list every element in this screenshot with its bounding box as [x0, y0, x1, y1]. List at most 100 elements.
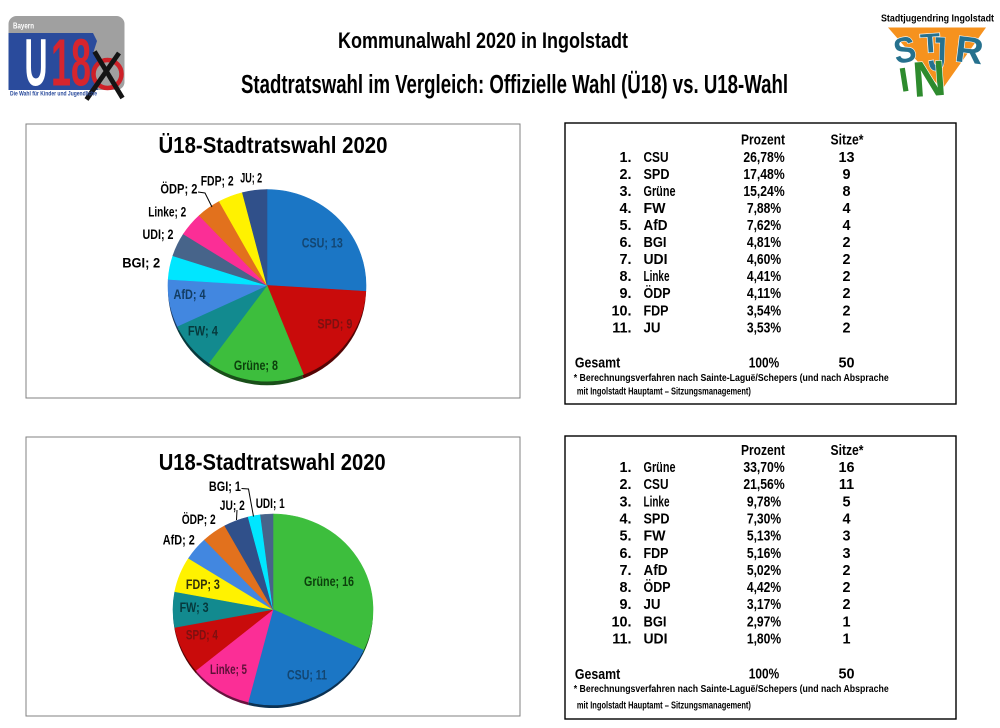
svg-text:Grüne; 8: Grüne; 8 — [234, 358, 278, 373]
svg-text:3: 3 — [842, 529, 850, 545]
svg-text:10.: 10. — [611, 614, 631, 630]
svg-text:Stadtratswahl im Vergleich: Of: Stadtratswahl im Vergleich: Offizielle W… — [241, 70, 788, 99]
svg-text:2,97%: 2,97% — [747, 614, 781, 630]
svg-text:9: 9 — [842, 167, 850, 183]
svg-text:CSU; 11: CSU; 11 — [287, 667, 327, 682]
svg-text:2.: 2. — [619, 167, 631, 183]
svg-text:7,62%: 7,62% — [747, 218, 781, 234]
svg-text:Ü18-Stadtratswahl 2020: Ü18-Stadtratswahl 2020 — [159, 132, 388, 158]
svg-text:U18-Stadtratswahl 2020: U18-Stadtratswahl 2020 — [159, 449, 386, 475]
svg-text:Linke: Linke — [644, 269, 670, 285]
svg-text:4: 4 — [842, 201, 850, 217]
svg-text:FDP; 2: FDP; 2 — [201, 174, 234, 189]
svg-text:11.: 11. — [612, 632, 631, 648]
svg-text:SPD; 4: SPD; 4 — [186, 628, 218, 643]
svg-text:SPD: SPD — [644, 167, 670, 183]
svg-text:BGI; 1: BGI; 1 — [209, 479, 241, 494]
svg-text:Grüne: Grüne — [644, 184, 676, 200]
svg-text:Gesamt: Gesamt — [575, 355, 620, 372]
svg-text:SPD: SPD — [644, 511, 670, 527]
svg-text:1.: 1. — [619, 460, 631, 476]
svg-text:100%: 100% — [749, 356, 780, 372]
svg-text:* Berechnungsverfahren nach Sa: * Berechnungsverfahren nach Sainte-Laguë… — [574, 684, 889, 695]
svg-text:8.: 8. — [619, 269, 631, 285]
svg-text:50: 50 — [838, 356, 854, 372]
svg-text:33,70%: 33,70% — [743, 460, 784, 476]
svg-text:26,78%: 26,78% — [743, 150, 784, 166]
svg-text:JU; 2: JU; 2 — [220, 498, 245, 513]
svg-text:T: T — [919, 28, 942, 59]
svg-text:Prozent: Prozent — [741, 443, 785, 459]
svg-text:3,53%: 3,53% — [747, 320, 781, 336]
svg-text:FW; 4: FW; 4 — [188, 324, 218, 339]
svg-text:Gesamt: Gesamt — [575, 666, 620, 683]
svg-text:JU; 2: JU; 2 — [240, 171, 262, 186]
svg-text:11.: 11. — [612, 320, 631, 336]
svg-text:5,13%: 5,13% — [747, 529, 781, 545]
svg-text:4,41%: 4,41% — [747, 269, 781, 285]
svg-text:AfD; 2: AfD; 2 — [163, 533, 195, 548]
svg-text:FW; 3: FW; 3 — [180, 600, 209, 615]
svg-text:4.: 4. — [619, 201, 631, 217]
svg-text:2: 2 — [842, 303, 850, 319]
svg-text:FW: FW — [644, 529, 666, 545]
svg-text:N: N — [911, 50, 948, 108]
svg-text:8.: 8. — [619, 580, 631, 596]
svg-text:6.: 6. — [619, 235, 631, 251]
svg-text:CSU: CSU — [644, 477, 669, 493]
svg-text:7,88%: 7,88% — [747, 201, 781, 217]
svg-text:3.: 3. — [619, 184, 631, 200]
svg-text:4,42%: 4,42% — [747, 580, 781, 596]
svg-text:FW: FW — [644, 201, 666, 217]
svg-text:Prozent: Prozent — [741, 132, 785, 148]
svg-text:4,60%: 4,60% — [747, 252, 781, 268]
svg-text:Linke: Linke — [644, 494, 670, 510]
svg-text:8: 8 — [842, 184, 850, 200]
svg-text:FDP: FDP — [644, 546, 669, 562]
svg-text:15,24%: 15,24% — [743, 184, 784, 200]
svg-text:2: 2 — [842, 320, 850, 336]
svg-text:18: 18 — [51, 26, 91, 101]
svg-text:10.: 10. — [611, 303, 631, 319]
svg-text:UDI; 2: UDI; 2 — [143, 227, 174, 242]
svg-text:CSU: CSU — [644, 150, 669, 166]
svg-text:3,17%: 3,17% — [747, 597, 781, 613]
svg-text:ÖDP: ÖDP — [644, 579, 671, 596]
svg-text:Bayern: Bayern — [13, 21, 34, 31]
svg-text:J: J — [928, 28, 948, 82]
svg-text:3.: 3. — [619, 494, 631, 510]
svg-text:100%: 100% — [749, 667, 780, 683]
svg-text:5,02%: 5,02% — [747, 563, 781, 579]
svg-text:ÖDP: ÖDP — [644, 285, 671, 302]
svg-text:2: 2 — [842, 252, 850, 268]
svg-text:CSU; 13: CSU; 13 — [302, 236, 343, 251]
svg-text:4: 4 — [842, 511, 850, 527]
svg-text:JU: JU — [644, 597, 661, 613]
svg-text:17,48%: 17,48% — [743, 167, 784, 183]
svg-text:BGI: BGI — [644, 235, 667, 251]
svg-text:13: 13 — [838, 150, 854, 166]
svg-text:SPD; 9: SPD; 9 — [317, 316, 352, 331]
svg-text:1,80%: 1,80% — [747, 632, 781, 648]
svg-text:9,78%: 9,78% — [747, 494, 781, 510]
svg-text:5: 5 — [842, 494, 850, 510]
svg-text:AfD: AfD — [644, 218, 668, 234]
svg-text:BGI: BGI — [644, 614, 667, 630]
svg-text:4,81%: 4,81% — [747, 235, 781, 251]
svg-text:U: U — [25, 26, 48, 101]
svg-text:21,56%: 21,56% — [743, 477, 784, 493]
svg-text:5.: 5. — [619, 218, 631, 234]
svg-text:Sitze*: Sitze* — [831, 132, 864, 148]
svg-text:11: 11 — [839, 477, 854, 493]
svg-text:AfD; 4: AfD; 4 — [174, 287, 206, 302]
svg-text:FDP: FDP — [644, 303, 669, 319]
svg-text:JU: JU — [644, 320, 661, 336]
svg-text:1.: 1. — [619, 150, 631, 166]
svg-text:R: R — [953, 28, 986, 72]
svg-text:FDP; 3: FDP; 3 — [186, 577, 220, 592]
svg-text:1: 1 — [842, 614, 850, 630]
svg-text:Sitze*: Sitze* — [831, 443, 864, 459]
svg-text:UDI; 1: UDI; 1 — [256, 496, 285, 511]
svg-text:Stadtjugendring Ingolstadt: Stadtjugendring Ingolstadt — [881, 13, 994, 25]
svg-text:2: 2 — [842, 269, 850, 285]
